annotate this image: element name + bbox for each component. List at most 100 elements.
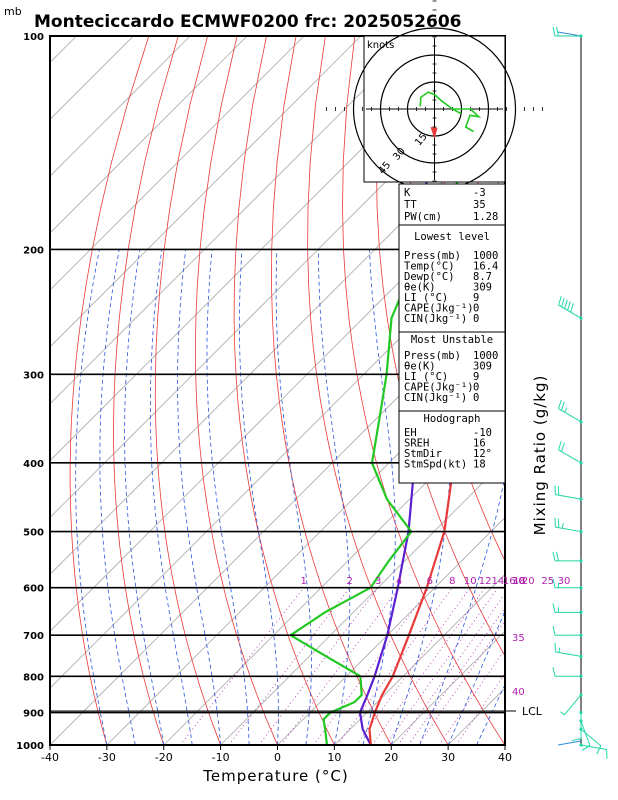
dry-adiabat-line xyxy=(233,36,335,745)
wind-barb-feather xyxy=(552,626,556,636)
moist-adiabat-line xyxy=(504,744,505,745)
wind-barb xyxy=(552,26,583,38)
mixing-ratio-line xyxy=(179,587,305,745)
isotherm-line xyxy=(50,175,505,632)
wind-barb xyxy=(571,710,583,742)
wind-barb xyxy=(558,296,583,320)
wind-barb xyxy=(554,517,583,534)
mixing-ratio-label: 30 xyxy=(558,576,571,587)
wind-barb-feather xyxy=(581,744,591,751)
stats-row-label: CIN(Jkg⁻¹) xyxy=(404,392,467,404)
stats-row-label: Press(mb) xyxy=(404,250,461,262)
mixing-ratio-line xyxy=(438,648,505,745)
mixing-ratio-label: 8 xyxy=(449,576,455,587)
stats-row-label: CIN(Jkg⁻¹) xyxy=(404,313,467,325)
pressure-tick-label: 1000 xyxy=(16,741,44,752)
wind-barb-shaft xyxy=(555,526,582,533)
wind-barb-feather xyxy=(552,551,556,562)
wind-barb-half-feather xyxy=(561,523,564,529)
x-tick-label: -30 xyxy=(98,751,116,764)
stats-row-label: CAPE(Jkg⁻¹) xyxy=(404,382,474,394)
wind-barb-half-feather xyxy=(558,647,561,653)
dry-adiabat-line xyxy=(307,36,449,745)
isotherm-line xyxy=(50,232,505,689)
lcl-label: LCL xyxy=(522,705,543,718)
mixing-ratio-label: 2 xyxy=(347,576,353,587)
right-label-35: 35 xyxy=(512,633,525,644)
wind-barb xyxy=(554,485,583,501)
most-unstable-rows: Press(mb) 1000 θe(K) 309 LI (°C) 9CAPE(Jkg⁻¹)… xyxy=(404,350,498,404)
storm-motion-marker xyxy=(430,127,438,139)
pressure-tick-label: 700 xyxy=(23,631,44,642)
wind-barb-feather xyxy=(558,296,562,306)
isotherm-line xyxy=(50,36,248,234)
most-unstable-title: Most Unstable xyxy=(411,334,493,346)
x-axis-label: Temperature (°C) xyxy=(202,767,348,785)
mixing-ratio-label: 4 xyxy=(396,576,402,587)
pw-label: PW(cm) xyxy=(404,211,442,223)
mixing-ratio-label: 6 xyxy=(427,576,433,587)
isotherm-line xyxy=(334,573,505,745)
x-tick-label: -40 xyxy=(41,751,59,764)
stats-row-value: 12° xyxy=(473,448,492,460)
pw-value: 1.28 xyxy=(473,211,498,223)
wind-barb-feather xyxy=(596,745,602,755)
stats-row-label: EH xyxy=(404,427,417,439)
mixing-ratio-line xyxy=(313,587,431,745)
right-label-40: 40 xyxy=(512,687,525,698)
mixing-ratio-line xyxy=(355,587,471,745)
pressure-tick-label: 800 xyxy=(23,672,44,683)
mixing-ratio-label: 16 xyxy=(503,576,516,587)
stats-row-label: Press(mb) xyxy=(404,350,461,362)
wind-barb-feather xyxy=(552,26,556,37)
wind-barb xyxy=(558,399,583,424)
wind-barb-feather xyxy=(561,297,565,308)
stats-row-value: 309 xyxy=(473,361,492,373)
mixing-ratio-label: 20 xyxy=(522,576,535,587)
hodograph-rows: EH -10 SREH 16 StmDir 12° StmSpd(kt) 18 xyxy=(404,427,492,471)
x-tick-label: 20 xyxy=(384,751,398,764)
wind-barb-shaft xyxy=(580,720,591,746)
mixing-ratio-line xyxy=(385,587,499,745)
tt-index-value: 35 xyxy=(473,199,486,211)
wind-barb-feather xyxy=(570,303,574,313)
wind-barb-feather xyxy=(556,26,559,37)
stats-row-value: 16.4 xyxy=(473,261,498,273)
pressure-tick-label: 100 xyxy=(23,32,44,43)
dry-adiabat-line xyxy=(69,36,150,745)
wind-barb-feather xyxy=(556,551,559,562)
isotherm-line xyxy=(50,36,362,348)
stats-row-label: LI (°C) xyxy=(404,371,448,383)
pressure-tick-label: 300 xyxy=(23,370,44,381)
wind-barb-shaft xyxy=(580,728,602,747)
stats-row-value: 9 xyxy=(473,371,479,383)
x-tick-label: -20 xyxy=(155,751,173,764)
stats-row-label: Temp(°C) xyxy=(404,261,455,273)
mixing-ratio-line xyxy=(371,587,486,745)
wind-barb-dot xyxy=(579,529,583,534)
x-tick-label: 0 xyxy=(274,751,281,764)
wind-barb xyxy=(552,667,583,678)
background-lines xyxy=(50,36,505,745)
isotherm-line xyxy=(50,36,305,291)
wind-barb xyxy=(552,603,583,614)
pressure-tick-label: 600 xyxy=(23,584,44,595)
stats-row-value: -10 xyxy=(473,427,492,439)
isotherm-line xyxy=(50,36,419,405)
stats-row-label: LI (°C) xyxy=(404,292,448,304)
stats-row-value: 0 xyxy=(473,392,479,404)
lowest-level-rows: Press(mb) 1000 Temp(°C) 16.4 Dewp(°C) 8.7 θe(K… xyxy=(404,250,498,325)
chart-title: Monteciccardo ECMWF0200 frc: 2025052606 xyxy=(34,12,462,32)
mixing-ratio-line xyxy=(417,620,505,745)
wind-barb-shaft xyxy=(558,449,582,464)
barb-top-mark xyxy=(557,31,582,37)
barb-bottom-mark xyxy=(557,740,582,746)
wind-barb xyxy=(552,578,583,590)
wind-barb-feather xyxy=(564,299,568,309)
y-axis-label-right: Mixing Ratio (g/kg) xyxy=(531,375,549,536)
stats-row-value: 0 xyxy=(473,382,479,394)
temperature-curve xyxy=(368,289,505,745)
stats-row-label: CAPE(Jkg⁻¹) xyxy=(404,303,474,315)
mixing-ratio-label: 10 xyxy=(464,576,477,587)
